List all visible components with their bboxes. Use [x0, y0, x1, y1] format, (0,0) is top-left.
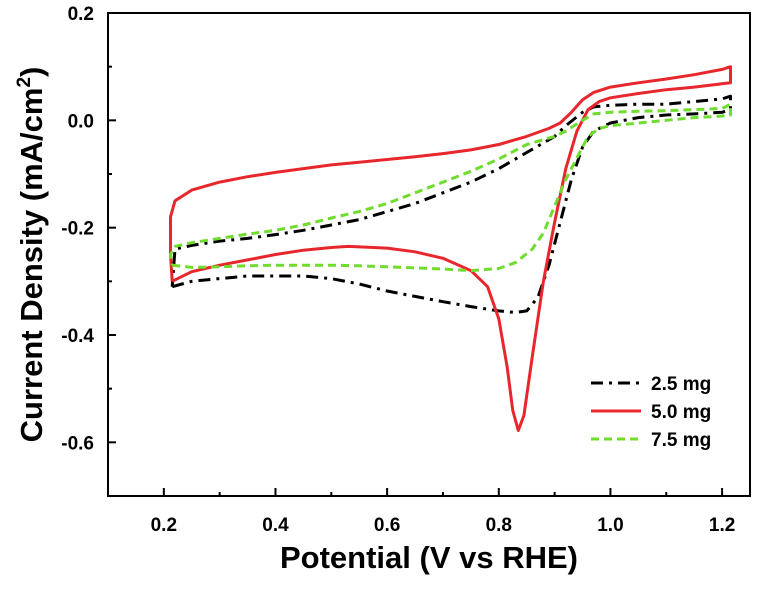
series-line-2 — [169, 65, 732, 432]
x-axis-title: Potential (V vs RHE) — [280, 540, 578, 575]
x-tick-label: 1.0 — [597, 515, 623, 536]
legend: 2.5 mg 5.0 mg 7.5 mg — [591, 374, 711, 451]
series-line-3 — [169, 102, 732, 273]
y-tick-label: 0.0 — [68, 111, 94, 132]
legend-label-2: 5.0 mg — [651, 402, 711, 423]
x-tick-label: 1.2 — [709, 515, 735, 536]
y-tick-label: 0.2 — [68, 4, 94, 25]
series-line-1 — [170, 94, 732, 314]
y-axis-title: Current Density (mA/cm2) — [14, 67, 49, 443]
y-axis: 0.2 0.0 -0.2 -0.4 -0.6 — [61, 4, 116, 497]
curves-layer — [169, 65, 732, 432]
y-tick-label: -0.2 — [61, 219, 94, 240]
y-tick-label: -0.6 — [61, 433, 94, 454]
x-tick-label: 0.8 — [486, 515, 512, 536]
y-axis-title-superscript: 2 — [14, 77, 35, 88]
x-tick-label: 0.4 — [262, 515, 289, 536]
x-tick-label: 0.2 — [151, 515, 177, 536]
legend-label-1: 2.5 mg — [651, 374, 711, 395]
y-axis-title-main: Current Density (mA/cm — [14, 88, 49, 443]
legend-label-3: 7.5 mg — [651, 430, 711, 451]
x-tick-label: 0.6 — [374, 515, 400, 536]
y-tick-label: -0.4 — [61, 326, 94, 347]
y-axis-title-close: ) — [14, 67, 49, 77]
plot-frame — [107, 12, 751, 497]
x-axis: 0.2 0.4 0.6 0.8 1.0 1.2 — [107, 488, 735, 536]
